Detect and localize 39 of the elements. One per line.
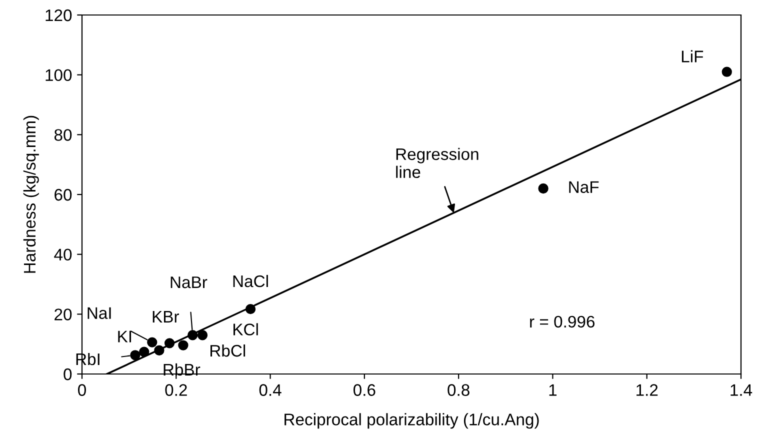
y-tick-label: 100 — [46, 69, 72, 82]
y-axis-title: Hardness (kg/sq.mm) — [23, 116, 39, 273]
annotation: Regression line — [396, 148, 478, 178]
point — [722, 66, 732, 77]
annotation: LiF — [682, 50, 704, 62]
point — [130, 350, 140, 360]
x-tick-label: 0.4 — [259, 384, 282, 396]
x-tick-label: 0.2 — [165, 384, 187, 396]
x-axis-title: Reciprocal polarizability (1/cu.Ang) — [284, 413, 539, 429]
point — [147, 337, 158, 348]
point — [164, 338, 175, 348]
point — [178, 340, 188, 350]
annotation: r = 0.996 — [530, 316, 595, 328]
y-tick-label: 20 — [54, 308, 72, 320]
y-tick-label: 60 — [54, 188, 72, 201]
annotation: RbCl — [210, 344, 246, 357]
annotation: KBr — [152, 311, 179, 322]
point — [245, 304, 256, 314]
x-tick-label: 1.2 — [636, 384, 658, 396]
annotation: NaI — [88, 307, 111, 319]
x-tick-label: 1 — [549, 384, 557, 396]
y-tick-label: 0 — [64, 368, 72, 380]
annotation: KI — [118, 330, 132, 342]
point — [188, 330, 198, 340]
x-tick-label: 0.6 — [353, 384, 376, 396]
y-tick-label: 120 — [46, 9, 72, 22]
annotation: NaBr — [170, 276, 208, 288]
point — [139, 346, 150, 357]
point — [538, 183, 548, 194]
x-tick-label: 0.8 — [448, 384, 470, 396]
annotation: NaCl — [233, 274, 268, 288]
x-tick-label: 0 — [78, 384, 86, 396]
y-tick-label: 80 — [54, 129, 72, 141]
point — [154, 345, 164, 356]
annotation: KCl — [233, 323, 258, 336]
x-tick-label: 1.4 — [730, 384, 752, 396]
annotation: NaF — [569, 181, 599, 193]
y-tick-label: 40 — [54, 248, 72, 261]
point — [197, 330, 208, 340]
